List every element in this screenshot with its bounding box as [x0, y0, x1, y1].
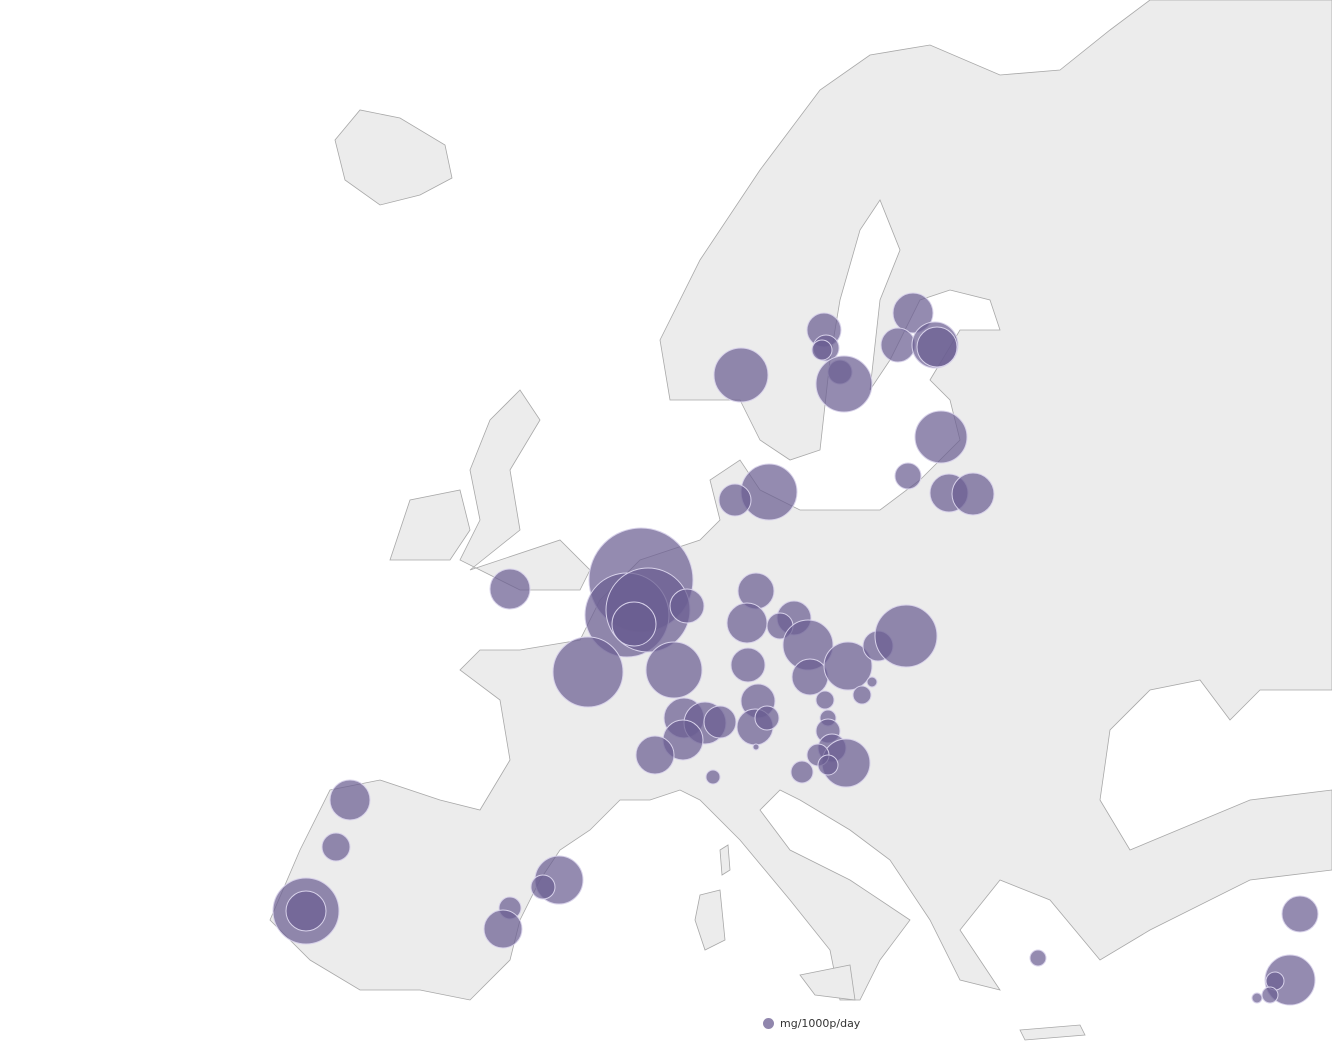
data-bubble[interactable]: [866, 676, 878, 688]
data-bubble[interactable]: [811, 339, 833, 361]
data-bubble[interactable]: [823, 641, 873, 691]
data-bubble[interactable]: [752, 743, 760, 751]
data-bubble[interactable]: [791, 658, 829, 696]
data-bubble[interactable]: [669, 588, 705, 624]
data-bubble[interactable]: [874, 604, 938, 668]
data-bubble[interactable]: [951, 472, 995, 516]
data-bubble[interactable]: [914, 410, 968, 464]
land-corsica: [719, 844, 731, 876]
data-bubble[interactable]: [916, 326, 958, 368]
data-bubble[interactable]: [790, 760, 814, 784]
data-bubble[interactable]: [285, 890, 327, 932]
land-ireland: [389, 489, 471, 561]
data-bubble[interactable]: [645, 641, 703, 699]
data-bubble[interactable]: [718, 483, 752, 517]
data-bubble[interactable]: [321, 832, 351, 862]
land-layer: [269, 0, 1332, 1041]
data-bubble[interactable]: [880, 327, 916, 363]
data-bubble[interactable]: [892, 292, 934, 334]
data-bubble[interactable]: [815, 355, 873, 413]
data-bubble[interactable]: [1281, 895, 1319, 933]
data-bubble[interactable]: [489, 568, 531, 610]
land-mainland: [269, 0, 1332, 1001]
legend-swatch-icon: [763, 1018, 774, 1029]
data-bubble[interactable]: [635, 735, 675, 775]
data-bubble[interactable]: [703, 705, 737, 739]
data-bubble[interactable]: [730, 647, 766, 683]
bubble-layer: [272, 292, 1319, 1006]
data-bubble[interactable]: [1251, 992, 1263, 1004]
legend: mg/1000p/day: [763, 1017, 860, 1030]
land-sardinia: [694, 889, 726, 951]
data-bubble[interactable]: [483, 909, 523, 949]
legend-label: mg/1000p/day: [780, 1017, 861, 1030]
data-bubble[interactable]: [329, 779, 371, 821]
data-bubble[interactable]: [530, 874, 556, 900]
data-bubble[interactable]: [713, 347, 769, 403]
data-bubble[interactable]: [552, 636, 624, 708]
land-crete: [1019, 1024, 1086, 1041]
data-bubble[interactable]: [726, 602, 768, 644]
land-great-britain: [459, 389, 591, 591]
data-bubble[interactable]: [705, 769, 721, 785]
data-bubble[interactable]: [1261, 986, 1279, 1004]
data-bubble[interactable]: [815, 690, 835, 710]
land-iceland: [334, 109, 453, 206]
data-bubble[interactable]: [817, 754, 839, 776]
land-sicily: [799, 964, 856, 1001]
data-bubble[interactable]: [852, 685, 872, 705]
data-bubble[interactable]: [611, 601, 657, 647]
data-bubble[interactable]: [1029, 949, 1047, 967]
data-bubble[interactable]: [754, 705, 780, 731]
data-bubble[interactable]: [894, 462, 922, 490]
